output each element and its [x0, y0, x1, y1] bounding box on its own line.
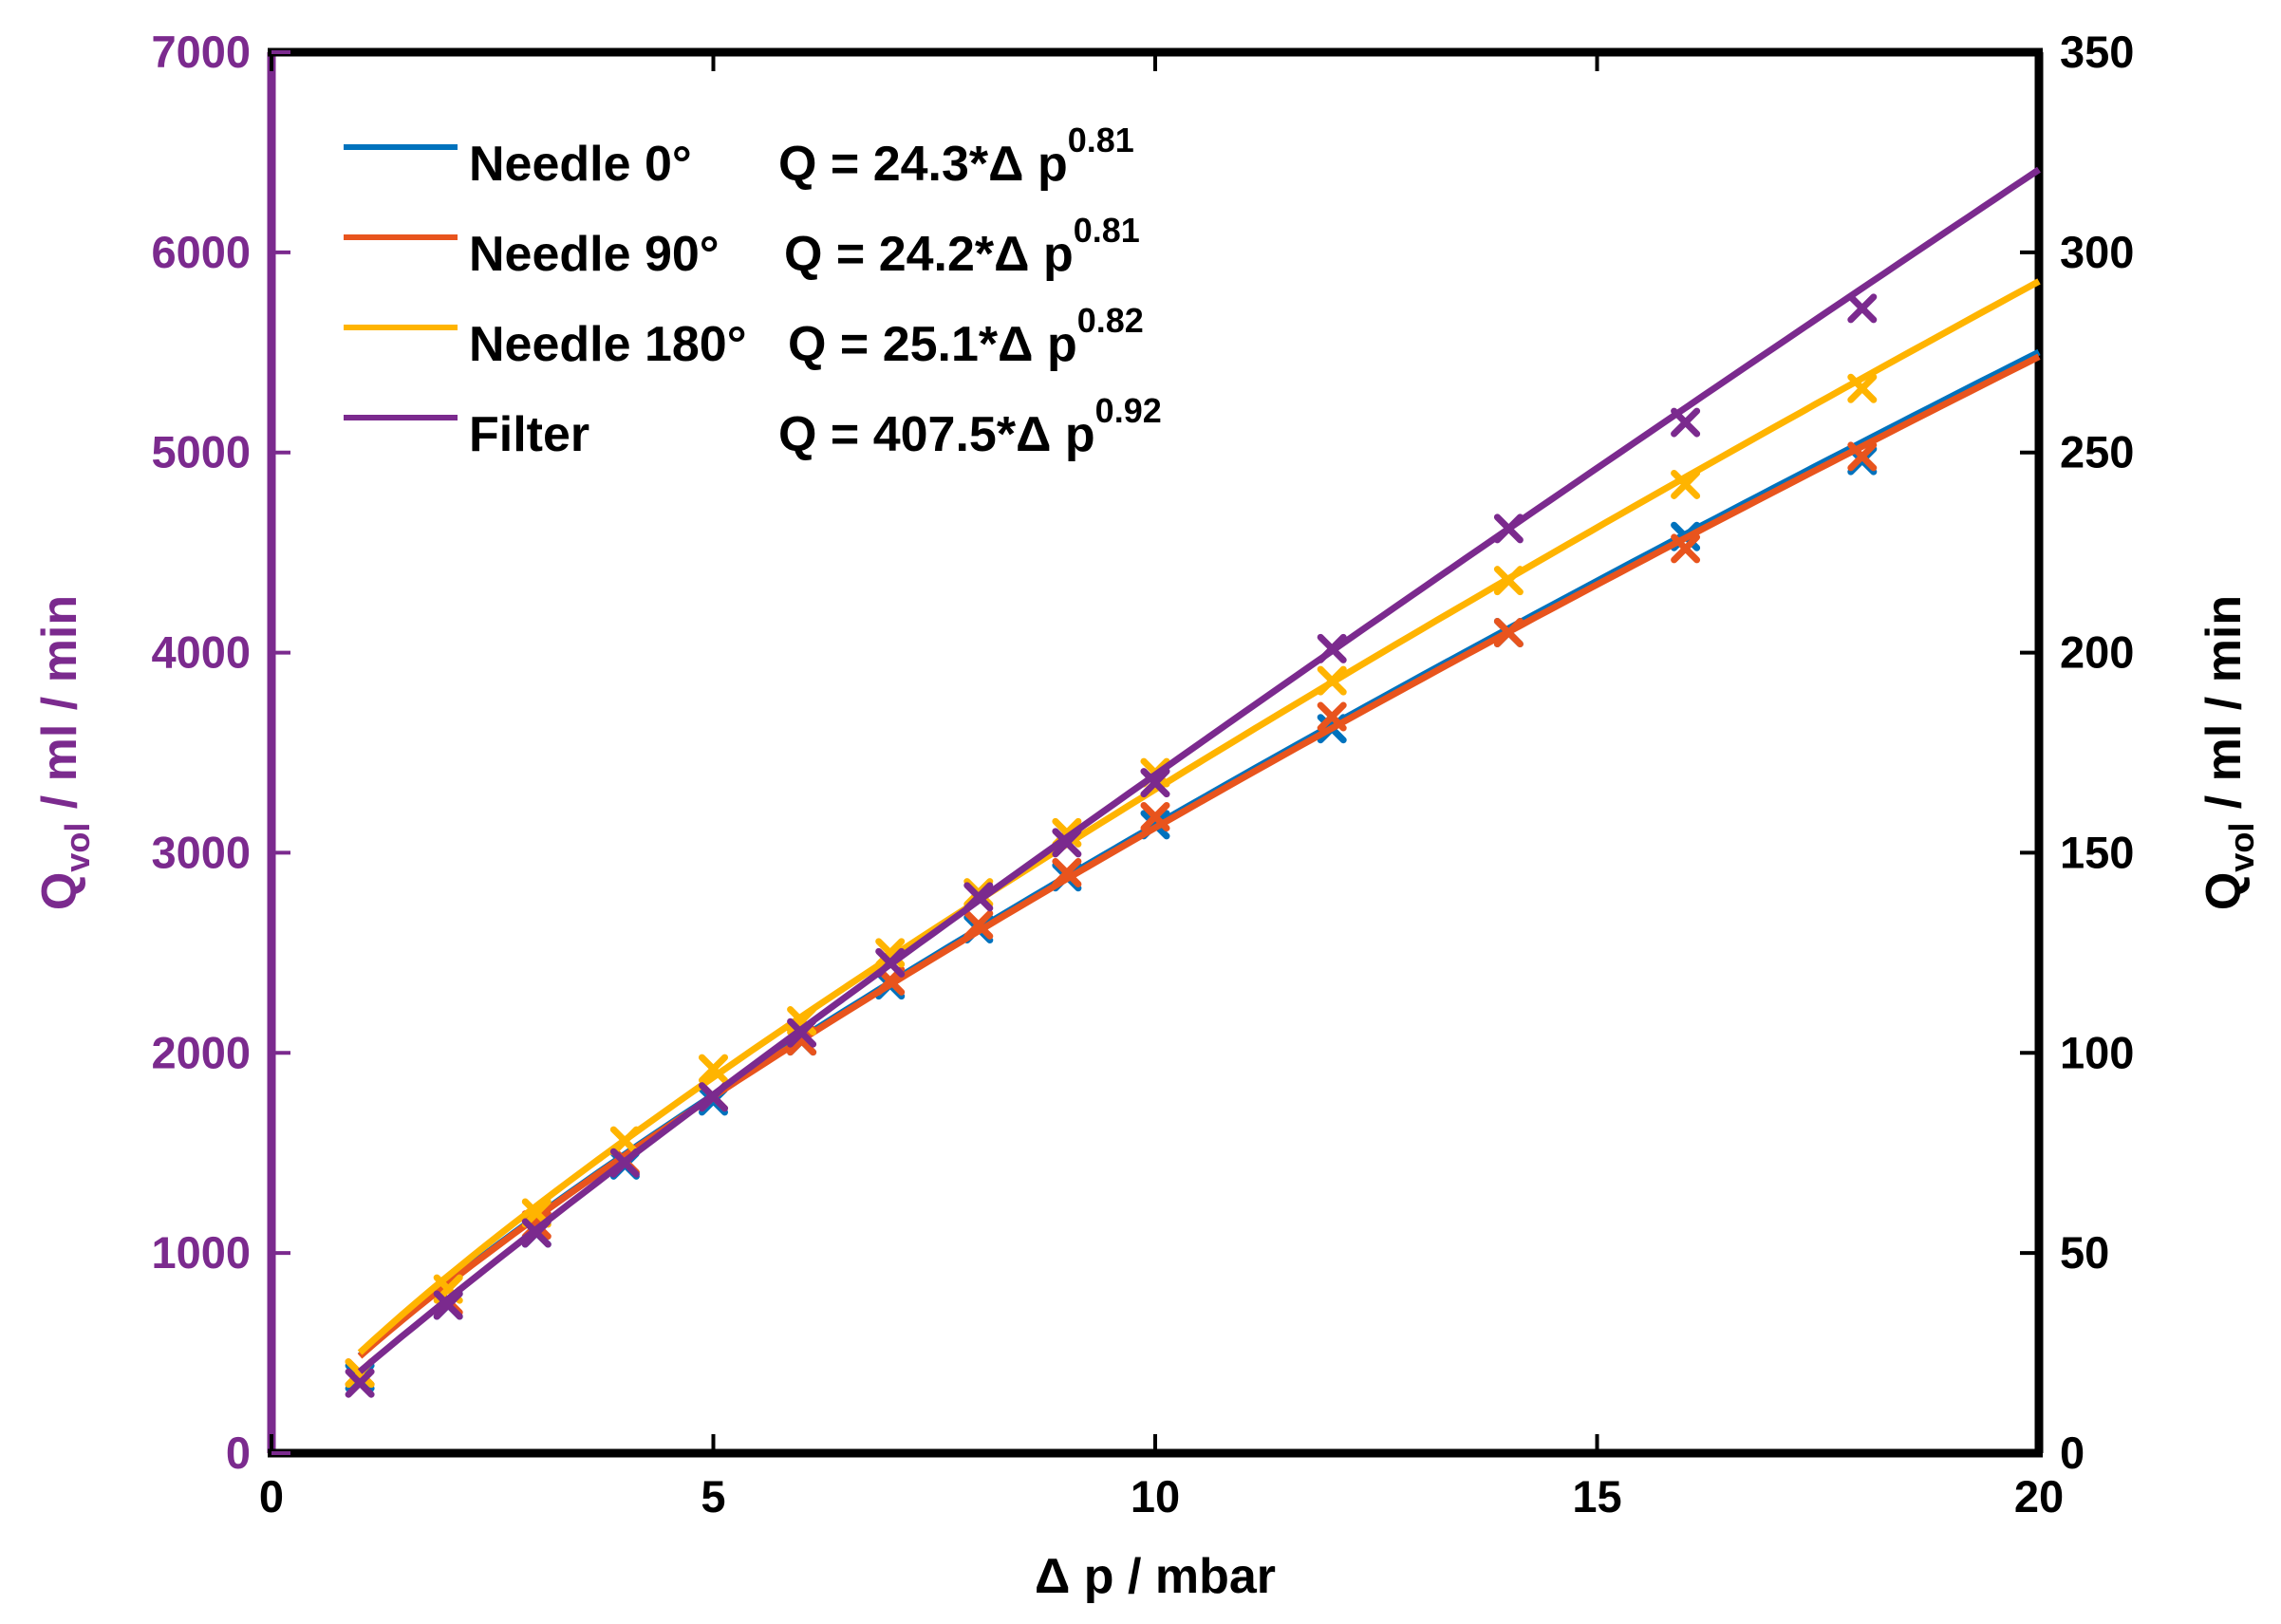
data-point-needle-180 — [699, 1054, 728, 1084]
x-tick-label: 5 — [701, 1471, 725, 1521]
fit-line-needle-0 — [357, 348, 2041, 1359]
legend: Needle 0° Q = 24.3*Δ p0.81 Needle 90° Q … — [344, 121, 1162, 462]
data-point-filter — [1847, 293, 1878, 324]
y-left-tick-label: 2000 — [151, 1027, 251, 1077]
data-point-needle-90 — [1493, 617, 1524, 647]
fit-line-needle-90 — [357, 353, 2041, 1359]
data-point-needle-180 — [1671, 469, 1701, 499]
series-needle-180 — [345, 278, 2041, 1389]
y-left-tick-label: 7000 — [151, 27, 251, 77]
y-axis-title-right: Qvol / ml / min — [2197, 595, 2261, 910]
data-point-filter — [787, 1017, 817, 1048]
x-tick-label: 15 — [1572, 1471, 1621, 1521]
series-layer — [345, 166, 2041, 1398]
data-point-filter — [609, 1148, 640, 1178]
y-left-tick-label: 6000 — [151, 227, 251, 277]
data-point-needle-180 — [1317, 665, 1347, 696]
legend-label-needle-0: Needle 0° — [469, 137, 692, 192]
legend-label-needle-90: Needle 90° — [469, 227, 720, 282]
fit-line-filter — [357, 166, 2041, 1374]
ticks: 0 5 10 15 2001000200030004000500060007000050… — [151, 27, 2134, 1521]
series-needle-90 — [345, 353, 2041, 1389]
data-point-filter — [699, 1082, 728, 1112]
y-right-tick-label: 250 — [2060, 427, 2134, 477]
legend-equation-needle-0: Q = 24.3*Δ p0.81 — [778, 121, 1134, 192]
data-point-filter — [1317, 633, 1347, 663]
x-tick-label: 20 — [2014, 1471, 2064, 1521]
legend-label-filter: Filter — [469, 407, 589, 462]
legend-label-needle-180: Needle 180° — [469, 317, 747, 372]
data-point-needle-90 — [1140, 801, 1170, 831]
legend-equation-needle-180: Q = 25.1*Δ p0.82 — [788, 301, 1144, 372]
y-right-tick-label: 100 — [2060, 1027, 2134, 1077]
data-point-filter — [521, 1218, 552, 1248]
x-axis-title: Δ p / mbar — [1035, 1549, 1276, 1604]
y-right-tick-label: 150 — [2060, 827, 2134, 877]
x-tick-label: 10 — [1131, 1471, 1180, 1521]
data-point-needle-180 — [1493, 566, 1524, 596]
y-left-tick-label: 4000 — [151, 627, 251, 678]
y-right-tick-label: 200 — [2060, 627, 2134, 678]
x-tick-label: 0 — [259, 1471, 284, 1521]
fit-line-needle-180 — [357, 278, 2041, 1355]
data-point-needle-90 — [1317, 701, 1347, 732]
y-right-tick-label: 50 — [2060, 1227, 2109, 1278]
y-axis-title-left: Qvol / ml / min — [32, 595, 97, 910]
series-needle-0 — [345, 348, 2041, 1392]
data-point-needle-90 — [963, 909, 994, 940]
data-point-needle-180 — [1847, 373, 1878, 403]
data-point-filter — [1671, 407, 1701, 438]
data-point-needle-180 — [609, 1126, 640, 1156]
data-point-filter — [433, 1290, 463, 1320]
data-point-filter — [963, 882, 994, 912]
legend-equation-filter: Q = 407.5*Δ p0.92 — [778, 391, 1162, 462]
series-filter — [345, 166, 2041, 1398]
data-point-filter — [345, 1368, 375, 1398]
y-right-tick-label: 350 — [2060, 27, 2134, 77]
y-left-tick-label: 1000 — [151, 1227, 251, 1278]
y-right-tick-label: 0 — [2060, 1428, 2085, 1478]
data-point-filter — [1140, 768, 1170, 798]
y-left-tick-label: 5000 — [151, 427, 251, 477]
data-point-needle-90 — [1052, 858, 1082, 888]
y-left-tick-label: 3000 — [151, 827, 251, 877]
data-point-filter — [1052, 828, 1082, 858]
data-point-needle-90 — [1671, 533, 1701, 564]
legend-equation-needle-90: Q = 24.2*Δ p0.81 — [784, 211, 1140, 282]
data-point-filter — [1493, 513, 1524, 544]
data-point-filter — [875, 947, 906, 978]
y-left-tick-label: 0 — [226, 1428, 251, 1478]
data-point-needle-90 — [1847, 441, 1878, 472]
y-right-tick-label: 300 — [2060, 227, 2134, 277]
